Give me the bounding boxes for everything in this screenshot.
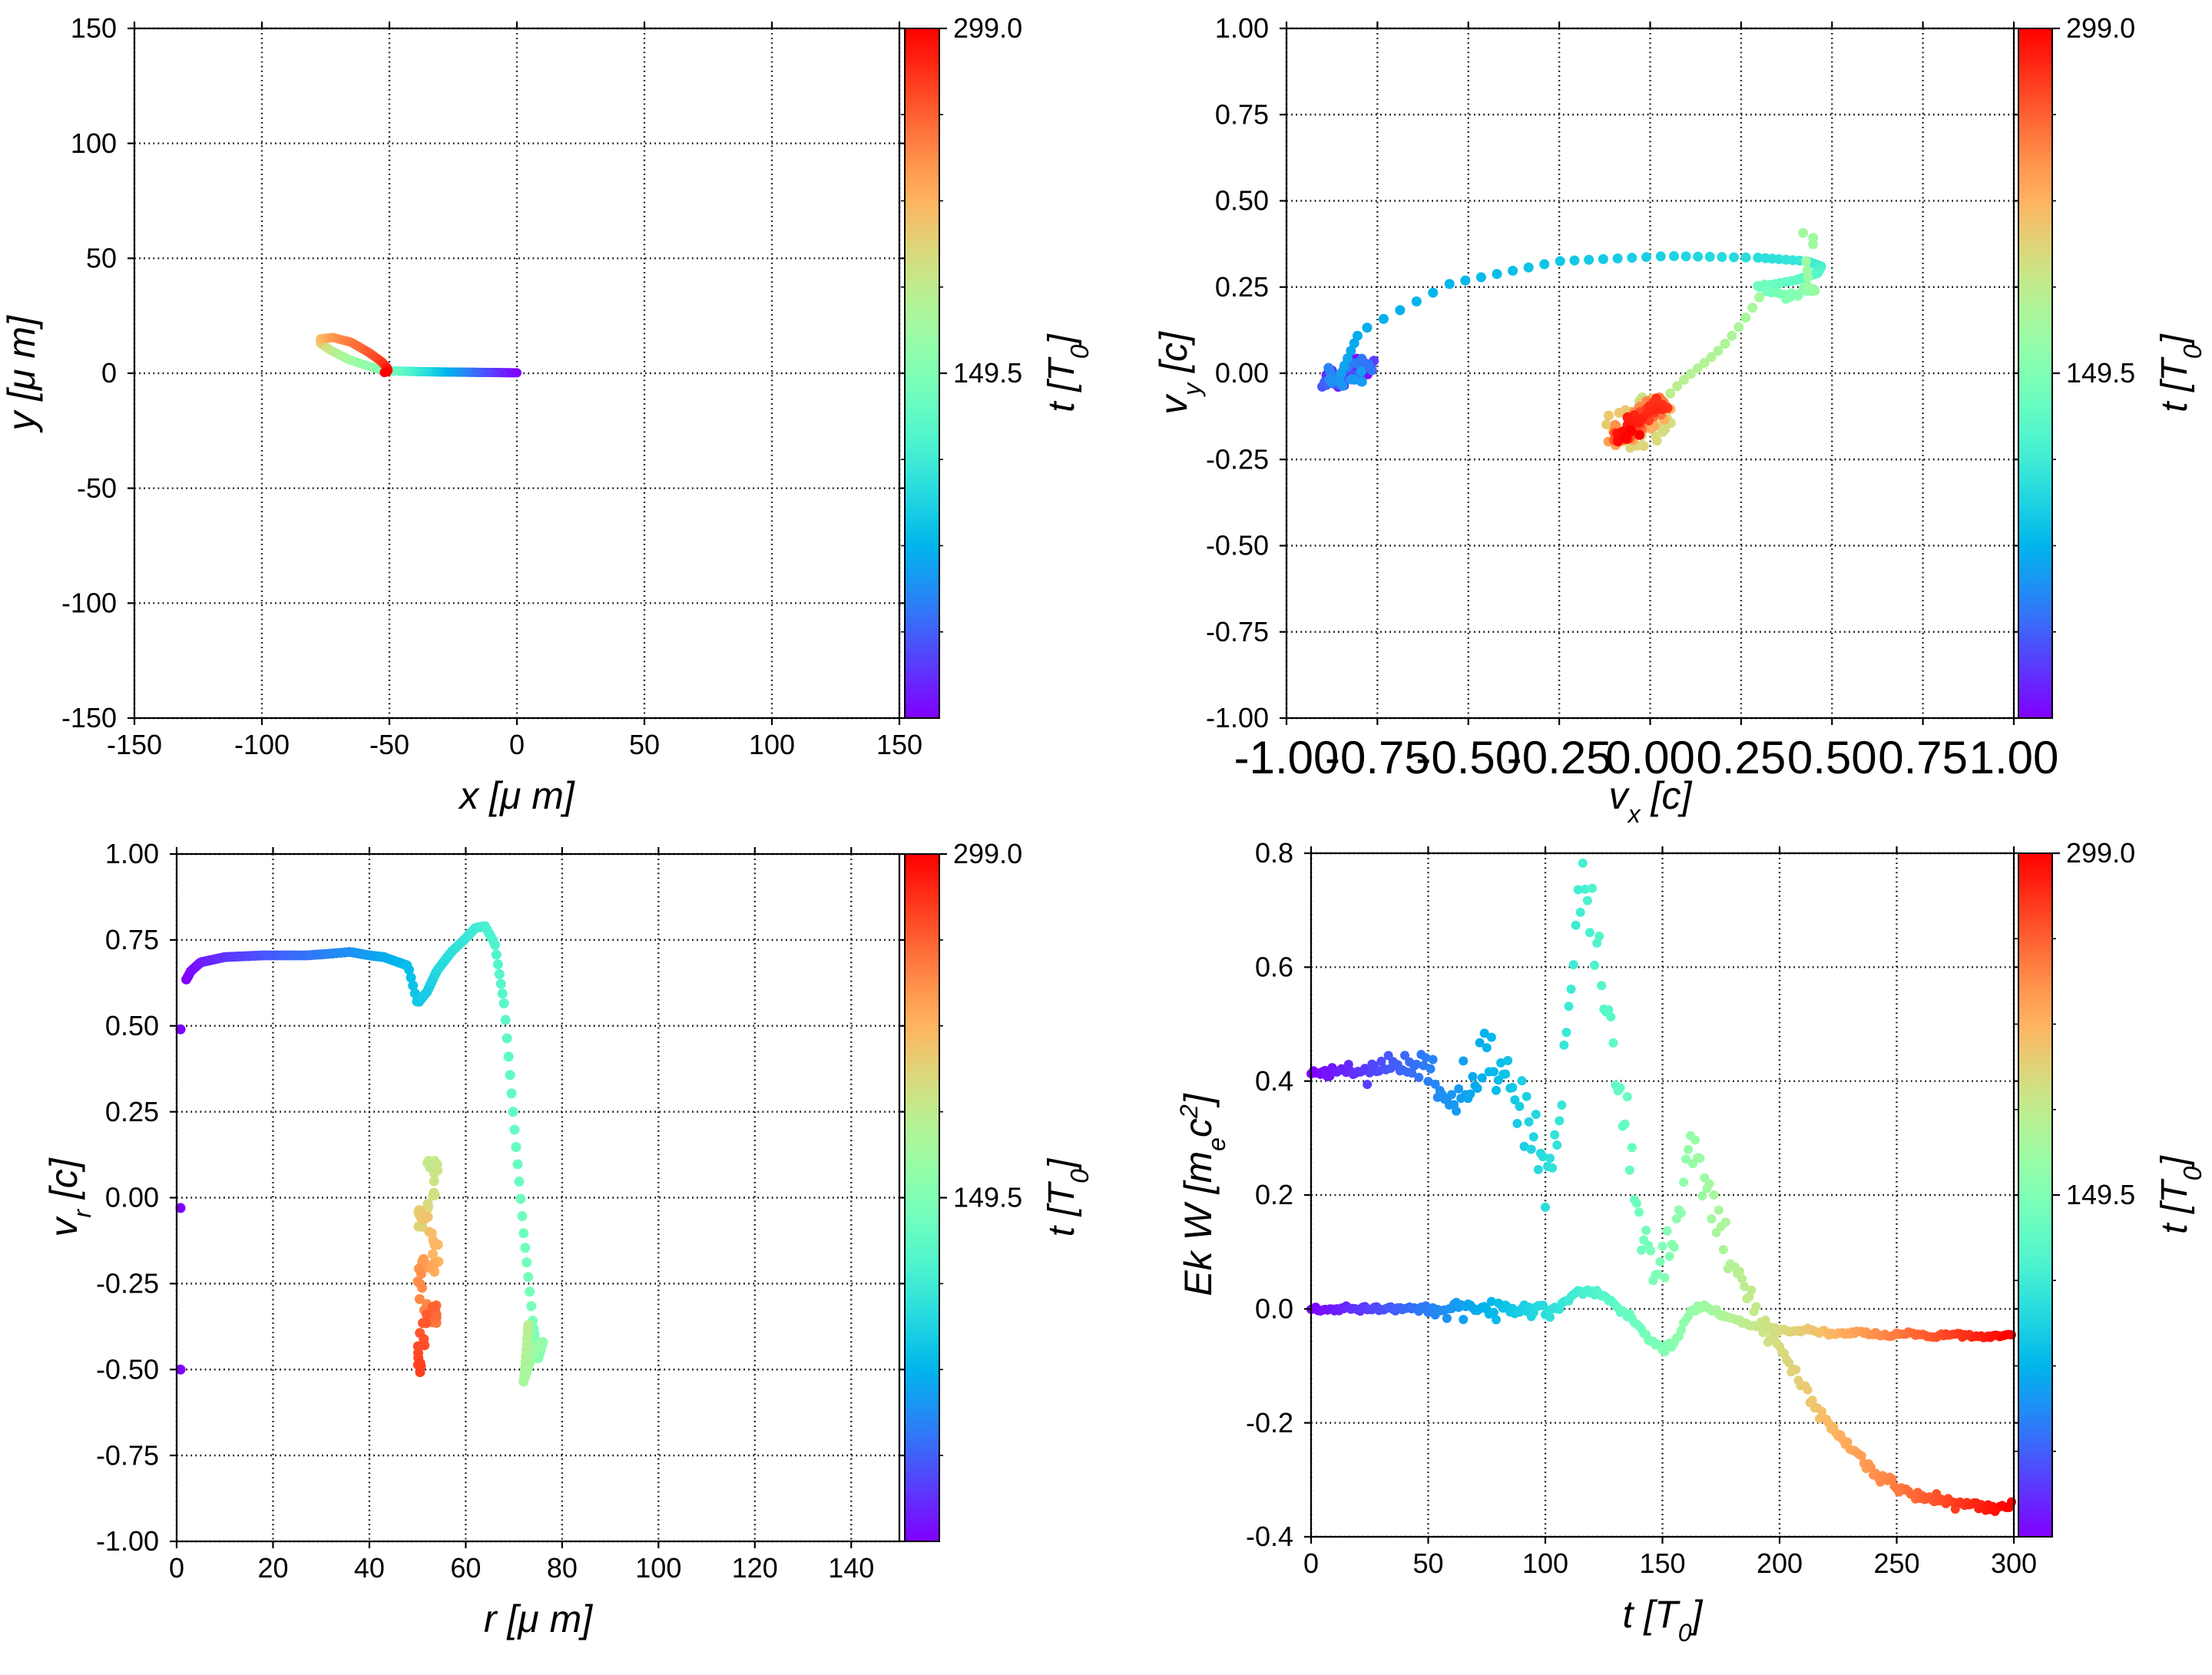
svg-text:50: 50 [629,729,660,760]
svg-text:-0.25: -0.25 [1206,443,1269,475]
svg-text:120: 120 [732,1552,778,1584]
svg-text:-0.25: -0.25 [96,1268,159,1299]
svg-text:299.0: 299.0 [2066,837,2135,869]
svg-text:-0.75: -0.75 [1325,732,1430,783]
svg-text:0.50: 0.50 [105,1010,159,1041]
svg-text:0.75: 0.75 [1215,98,1269,130]
svg-text:149.5: 149.5 [953,1182,1022,1213]
svg-text:0.25: 0.25 [1696,732,1786,783]
svg-text:150: 150 [1639,1548,1685,1579]
svg-text:-0.50: -0.50 [1416,732,1521,783]
svg-text:0.8: 0.8 [1255,837,1293,869]
svg-text:-150: -150 [61,702,117,733]
svg-text:0.4: 0.4 [1255,1065,1293,1097]
svg-text:-100: -100 [234,729,290,760]
svg-text:0.25: 0.25 [1215,271,1269,303]
svg-text:149.5: 149.5 [2066,357,2135,389]
svg-text:1.00: 1.00 [1969,732,2059,783]
svg-text:0: 0 [169,1552,184,1584]
svg-text:100: 100 [1522,1548,1568,1579]
svg-text:0: 0 [1303,1548,1319,1579]
svg-text:150: 150 [71,12,117,44]
svg-text:0: 0 [101,357,117,389]
svg-text:0.00: 0.00 [105,1182,159,1213]
svg-text:-0.50: -0.50 [1206,530,1269,561]
svg-text:50: 50 [1412,1548,1443,1579]
svg-text:-1.00: -1.00 [96,1525,159,1557]
svg-text:100: 100 [71,127,117,159]
svg-text:0.2: 0.2 [1255,1179,1293,1210]
svg-text:250: 250 [1873,1548,1919,1579]
svg-text:0.25: 0.25 [105,1096,159,1127]
svg-text:-100: -100 [61,588,117,619]
svg-text:0: 0 [509,729,525,760]
svg-text:299.0: 299.0 [2066,12,2135,44]
svg-text:y [μ m]: y [μ m] [0,315,43,433]
svg-text:-0.75: -0.75 [96,1439,159,1471]
svg-text:149.5: 149.5 [953,357,1022,389]
svg-text:x [μ m]: x [μ m] [458,774,575,817]
svg-text:299.0: 299.0 [953,12,1022,44]
svg-text:-0.75: -0.75 [1206,616,1269,647]
svg-text:-0.2: -0.2 [1246,1407,1293,1438]
svg-text:0.00: 0.00 [1215,357,1269,389]
svg-text:80: 80 [547,1552,578,1584]
svg-text:40: 40 [354,1552,385,1584]
svg-text:1.00: 1.00 [1215,12,1269,44]
svg-text:300: 300 [1991,1548,2037,1579]
svg-text:150: 150 [876,729,922,760]
svg-text:149.5: 149.5 [2066,1179,2135,1210]
svg-text:1.00: 1.00 [105,838,159,869]
svg-text:200: 200 [1757,1548,1803,1579]
svg-text:60: 60 [450,1552,481,1584]
svg-text:r [μ m]: r [μ m] [484,1597,593,1640]
svg-text:140: 140 [828,1552,874,1584]
svg-text:299.0: 299.0 [953,838,1022,869]
svg-text:-0.50: -0.50 [96,1353,159,1385]
svg-text:0.75: 0.75 [1878,732,1968,783]
svg-text:0.6: 0.6 [1255,952,1293,983]
svg-text:0.50: 0.50 [1787,732,1877,783]
svg-text:-50: -50 [77,472,117,504]
svg-text:100: 100 [749,729,795,760]
svg-text:0.75: 0.75 [105,924,159,955]
svg-text:20: 20 [257,1552,288,1584]
svg-text:-0.4: -0.4 [1246,1521,1293,1552]
svg-text:-1.00: -1.00 [1206,702,1269,733]
svg-text:-0.25: -0.25 [1507,732,1612,783]
svg-text:0.50: 0.50 [1215,185,1269,217]
svg-text:0.0: 0.0 [1255,1293,1293,1325]
svg-text:-1.00: -1.00 [1234,732,1339,783]
svg-text:-50: -50 [369,729,409,760]
svg-text:100: 100 [635,1552,681,1584]
svg-text:50: 50 [86,243,117,274]
